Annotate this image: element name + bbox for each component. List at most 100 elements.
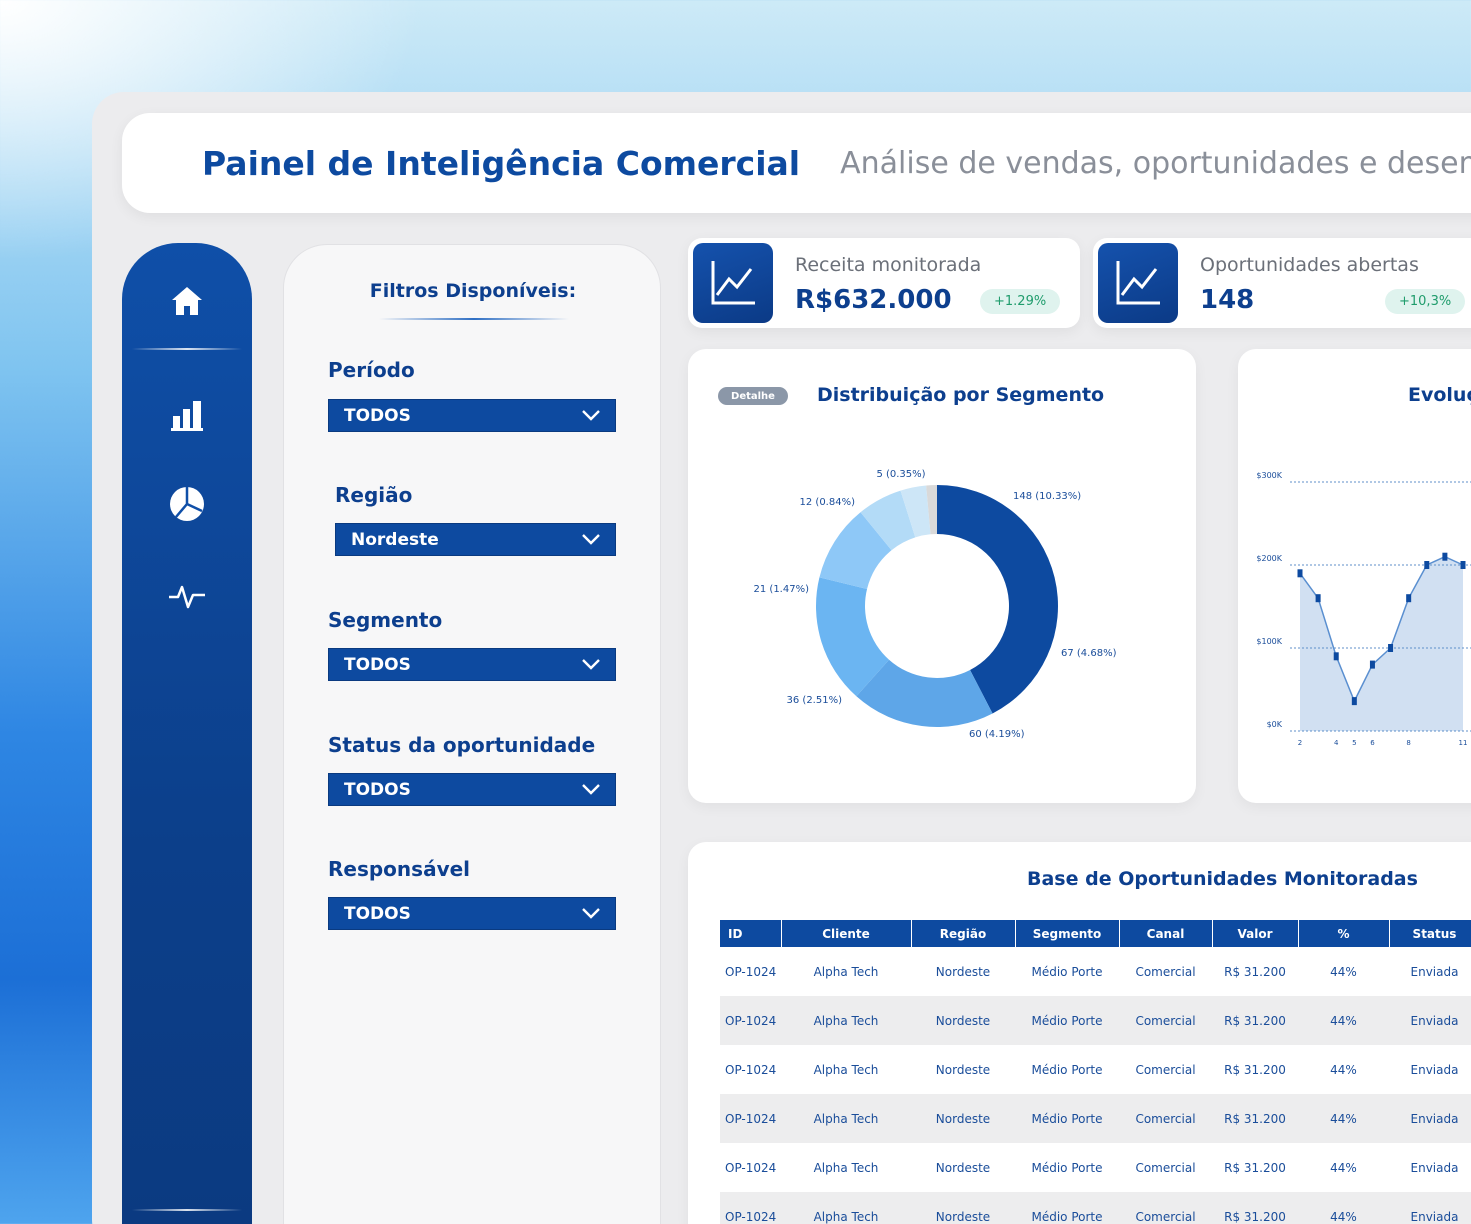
table-cell: Médio Porte bbox=[1031, 1160, 1103, 1175]
table-cell: Comercial bbox=[1135, 1160, 1196, 1175]
segment-card-title: Distribuição por Segmento bbox=[817, 384, 1105, 406]
sidebar bbox=[122, 243, 252, 1224]
filter-select-regiao[interactable]: Nordeste bbox=[335, 523, 616, 556]
filter-select-periodo-value: TODOS bbox=[344, 405, 411, 426]
donut-slice[interactable] bbox=[860, 490, 916, 551]
table-cell: OP-1024 bbox=[725, 1062, 777, 1077]
pie-chart-icon[interactable] bbox=[164, 481, 210, 527]
column-header[interactable]: Valor bbox=[1212, 920, 1299, 947]
column-header[interactable]: Status bbox=[1389, 920, 1471, 947]
kpi-oportunidades-delta: +10,3% bbox=[1385, 289, 1466, 314]
data-point[interactable] bbox=[1424, 561, 1430, 569]
filter-select-periodo[interactable]: TODOS bbox=[328, 399, 616, 432]
table-cell: Enviada bbox=[1389, 1094, 1471, 1143]
table-cell: Comercial bbox=[1119, 1192, 1212, 1224]
chevron-down-icon bbox=[582, 659, 600, 670]
detail-pill-button[interactable]: Detalhe bbox=[718, 387, 788, 405]
x-tick-label: 2 bbox=[1298, 739, 1302, 747]
column-header[interactable]: % bbox=[1298, 920, 1390, 947]
column-header[interactable]: ID bbox=[720, 920, 782, 947]
table-cell: 44% bbox=[1298, 1094, 1389, 1143]
filter-label-status: Status da oportunidade bbox=[328, 733, 596, 757]
table-row[interactable]: OP-1024 Alpha Tech Nordeste Médio Porte Come… bbox=[720, 996, 1471, 1045]
data-point[interactable] bbox=[1406, 594, 1412, 603]
slice-label: 148 (10.33%) bbox=[1013, 491, 1081, 502]
filter-label-responsavel: Responsável bbox=[328, 857, 471, 881]
data-point[interactable] bbox=[1388, 644, 1394, 652]
donut-slice[interactable] bbox=[816, 577, 890, 697]
data-point[interactable] bbox=[1369, 660, 1375, 669]
bar-chart-icon[interactable] bbox=[164, 391, 210, 437]
table-cell: Enviada bbox=[1410, 1062, 1459, 1077]
data-point[interactable] bbox=[1460, 561, 1466, 569]
segment-distribution-card: Detalhe Distribuição por Segmento 148 (1… bbox=[688, 349, 1196, 803]
table-cell: Enviada bbox=[1410, 964, 1459, 979]
evolution-card: Evoluç $0K $100K $200K $300K 2 4 5 6 8 11 bbox=[1238, 349, 1471, 803]
column-header[interactable]: Região bbox=[911, 920, 1016, 947]
table-row[interactable]: OP-1024 Alpha Tech Nordeste Médio Porte Come… bbox=[720, 1192, 1471, 1224]
filter-select-status[interactable]: TODOS bbox=[328, 773, 616, 806]
table-cell: OP-1024 bbox=[725, 964, 777, 979]
data-point[interactable] bbox=[1442, 552, 1448, 561]
column-header[interactable]: Segmento bbox=[1015, 920, 1120, 947]
table-cell: Médio Porte bbox=[1031, 1062, 1103, 1077]
sidebar-bottom-separator bbox=[132, 1209, 242, 1211]
sidebar-separator bbox=[132, 348, 242, 350]
donut-slice[interactable] bbox=[926, 485, 937, 535]
table-row[interactable]: OP-1024 Alpha Tech Nordeste Médio Porte Come… bbox=[720, 1045, 1471, 1094]
table-cell: Comercial bbox=[1135, 964, 1196, 979]
donut-slice[interactable] bbox=[819, 512, 892, 589]
column-header[interactable]: Cliente bbox=[781, 920, 912, 947]
activity-icon[interactable] bbox=[164, 573, 210, 619]
kpi-receita-label: Receita monitorada bbox=[795, 254, 982, 276]
table-cell: R$ 31.200 bbox=[1224, 1160, 1286, 1175]
slice-label: 21 (1.47%) bbox=[754, 584, 810, 595]
x-tick-label: 11 bbox=[1459, 739, 1468, 747]
filters-title: Filtros Disponíveis: bbox=[369, 280, 577, 302]
table-cell: Nordeste bbox=[911, 1094, 1015, 1143]
table-cell: Nordeste bbox=[911, 996, 1015, 1045]
table-cell: 44% bbox=[1298, 996, 1389, 1045]
table-cell: Nordeste bbox=[935, 964, 991, 979]
table-cell: 44% bbox=[1330, 1062, 1357, 1077]
page-header: Painel de Inteligência Comercial Análise… bbox=[122, 113, 1471, 213]
table-card-title: Base de Oportunidades Monitoradas bbox=[1027, 868, 1418, 890]
segment-donut-chart: 148 (10.33%) 67 (4.68%) 60 (4.19%) 36 (2.51… bbox=[754, 469, 1117, 740]
table-row[interactable]: OP-1024 Alpha Tech Nordeste Médio Porte Come… bbox=[720, 947, 1471, 996]
table-cell: Alpha Tech bbox=[813, 964, 879, 979]
table-cell: R$ 31.200 bbox=[1224, 964, 1286, 979]
table-cell: Nordeste bbox=[935, 1062, 991, 1077]
home-icon[interactable] bbox=[164, 278, 210, 324]
data-point[interactable] bbox=[1297, 569, 1303, 578]
table-cell: R$ 31.200 bbox=[1212, 996, 1298, 1045]
table-cell: OP-1024 bbox=[725, 1160, 777, 1175]
filter-select-segmento-value: TODOS bbox=[344, 654, 411, 675]
table-cell: Alpha Tech bbox=[781, 1094, 911, 1143]
area-fill bbox=[1300, 556, 1463, 731]
donut-slice[interactable] bbox=[937, 485, 1058, 714]
evolution-area-chart: $0K $100K $200K $300K 2 4 5 6 8 11 bbox=[1256, 471, 1471, 747]
kpi-oportunidades-label: Oportunidades abertas bbox=[1200, 254, 1419, 276]
slice-label: 60 (4.19%) bbox=[969, 729, 1025, 740]
filters-title-underline bbox=[379, 318, 569, 320]
filter-select-responsavel[interactable]: TODOS bbox=[328, 897, 616, 930]
data-point[interactable] bbox=[1351, 697, 1357, 706]
table-row[interactable]: OP-1024 Alpha Tech Nordeste Médio Porte Come… bbox=[720, 1143, 1471, 1192]
table-cell: OP-1024 bbox=[720, 996, 781, 1045]
filter-label-regiao: Região bbox=[335, 483, 413, 507]
table-cell: Comercial bbox=[1135, 1062, 1196, 1077]
kpi-oportunidades-card: Oportunidades abertas 148 +10,3% bbox=[1093, 238, 1471, 328]
table-cell: Alpha Tech bbox=[813, 1160, 879, 1175]
y-tick-label: $0K bbox=[1267, 720, 1283, 729]
filter-select-segmento[interactable]: TODOS bbox=[328, 648, 616, 681]
donut-slice[interactable] bbox=[900, 485, 931, 538]
x-tick-label: 8 bbox=[1406, 739, 1410, 747]
filter-label-segmento: Segmento bbox=[328, 608, 443, 632]
data-point[interactable] bbox=[1315, 594, 1321, 603]
y-tick-label: $100K bbox=[1256, 637, 1282, 646]
donut-slice[interactable] bbox=[856, 659, 993, 727]
table-row[interactable]: OP-1024 Alpha Tech Nordeste Médio Porte Come… bbox=[720, 1094, 1471, 1143]
column-header[interactable]: Canal bbox=[1119, 920, 1213, 947]
data-point[interactable] bbox=[1333, 652, 1339, 661]
table-cell: OP-1024 bbox=[720, 1192, 781, 1224]
